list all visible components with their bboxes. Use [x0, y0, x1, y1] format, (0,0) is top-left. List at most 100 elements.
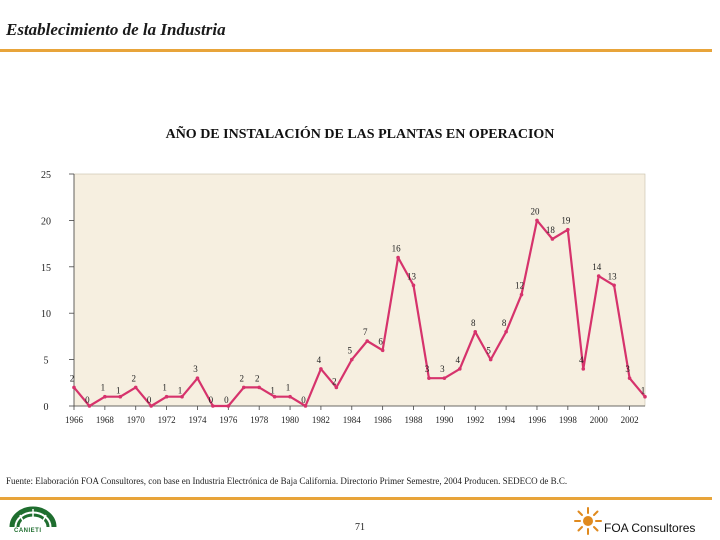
x-tick-label: 1986	[374, 415, 393, 425]
x-tick-label: 1980	[281, 415, 300, 425]
canieti-logo-text: CANIETI	[14, 528, 42, 534]
x-tick-label: 1994	[497, 415, 516, 425]
data-label: 3	[193, 364, 198, 374]
foa-sun-icon	[574, 507, 602, 535]
data-label: 3	[440, 364, 445, 374]
y-tick-label: 20	[41, 216, 51, 227]
data-label: 13	[407, 271, 417, 281]
data-point	[365, 339, 370, 343]
data-point	[211, 404, 215, 408]
data-label: 1	[641, 386, 646, 396]
data-label: 0	[85, 395, 90, 405]
data-label: 2	[332, 376, 337, 386]
x-tick-label: 1998	[559, 415, 578, 425]
plot-area	[73, 173, 646, 407]
data-point	[627, 376, 632, 380]
data-point	[442, 376, 447, 380]
x-tick-label: 1992	[466, 415, 484, 425]
data-point	[349, 357, 354, 362]
data-label: 0	[147, 395, 152, 405]
x-tick-label: 2000	[590, 415, 609, 425]
data-label: 18	[546, 225, 556, 235]
data-point	[427, 376, 431, 380]
footer-divider	[0, 497, 712, 500]
data-point	[303, 404, 308, 408]
data-label: 2	[70, 373, 75, 383]
data-point	[241, 385, 246, 390]
data-point	[133, 385, 138, 390]
x-tick-label: 1974	[188, 415, 207, 425]
data-point	[288, 394, 292, 399]
data-point	[272, 394, 277, 399]
y-tick-label: 5	[44, 356, 49, 367]
foa-consultores-label: FOA Consultores	[604, 521, 696, 535]
data-label: 20	[530, 206, 540, 216]
y-tick-label: 25	[41, 170, 51, 181]
data-point	[118, 394, 123, 399]
source-note: Fuente: Elaboración FOA Consultores, con…	[6, 476, 568, 486]
x-tick-label: 1982	[312, 415, 330, 425]
data-label: 2	[240, 373, 245, 383]
data-point	[180, 394, 184, 399]
data-point	[195, 376, 200, 380]
data-point	[411, 283, 416, 288]
data-point	[72, 385, 76, 390]
x-tick-label: 1972	[158, 415, 176, 425]
x-tick-label: 1988	[405, 415, 424, 425]
data-label: 0	[224, 395, 229, 405]
data-label: 19	[561, 216, 571, 226]
data-point	[488, 357, 493, 362]
y-tick-label: 15	[41, 263, 51, 274]
chart-title: AÑO DE INSTALACIÓN DE LAS PLANTAS EN OPE…	[165, 127, 555, 142]
data-point	[226, 404, 231, 408]
data-point	[458, 367, 462, 371]
data-label: 1	[286, 383, 291, 393]
data-label: 0	[209, 395, 214, 405]
data-point	[319, 367, 323, 371]
slide-title: Establecimiento de la Industria	[6, 20, 226, 39]
x-tick-label: 1990	[435, 415, 454, 425]
x-tick-label: 2002	[621, 415, 639, 425]
data-label: 14	[592, 262, 602, 272]
data-point	[550, 237, 555, 241]
data-label: 13	[608, 271, 618, 281]
data-label: 5	[486, 346, 491, 356]
data-point	[103, 394, 107, 399]
data-label: 4	[317, 355, 322, 365]
x-tick-label: 1966	[65, 415, 84, 425]
data-point	[504, 329, 508, 334]
data-point	[396, 255, 400, 260]
data-label: 3	[425, 364, 430, 374]
data-point	[566, 227, 570, 232]
data-label: 4	[579, 355, 584, 365]
x-tick-label: 1984	[343, 415, 362, 425]
y-tick-label: 10	[41, 309, 51, 320]
data-label: 5	[348, 346, 353, 356]
data-label: 2	[131, 373, 136, 383]
data-label: 4	[456, 355, 461, 365]
x-tick-label: 1968	[96, 415, 115, 425]
y-tick-label: 0	[44, 402, 49, 413]
data-label: 1	[270, 386, 275, 396]
series-line	[72, 218, 647, 408]
data-point	[535, 218, 539, 223]
data-label: 1	[101, 383, 106, 393]
data-label: 1	[116, 386, 121, 396]
x-tick-label: 1976	[219, 415, 238, 425]
data-point	[149, 404, 153, 408]
canieti-logo	[9, 506, 57, 528]
data-label: 3	[625, 364, 630, 374]
data-label: 1	[162, 383, 167, 393]
data-point	[596, 274, 601, 278]
x-tick-label: 1978	[250, 415, 269, 425]
data-label: 8	[471, 318, 476, 328]
series-polyline	[73, 219, 646, 408]
data-point	[334, 385, 339, 390]
data-point	[87, 404, 92, 408]
data-label: 1	[178, 386, 183, 396]
data-point	[612, 283, 616, 288]
data-label: 2	[255, 373, 260, 383]
data-point	[164, 394, 169, 399]
